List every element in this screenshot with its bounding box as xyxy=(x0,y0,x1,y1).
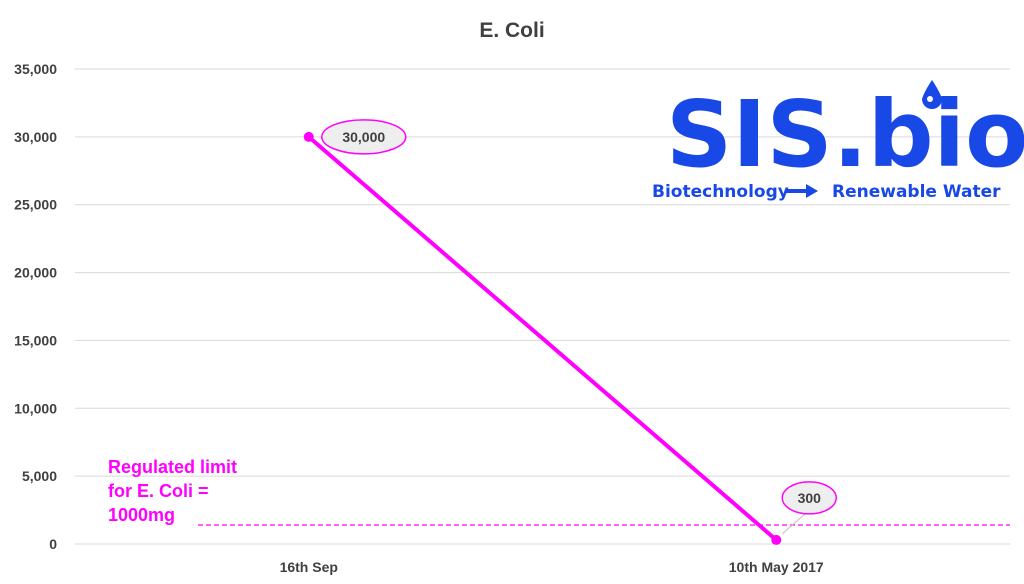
data-point xyxy=(771,534,782,545)
y-tick-label: 20,000 xyxy=(14,265,57,281)
y-tick-label: 35,000 xyxy=(14,61,57,77)
data-label-leader xyxy=(781,511,808,535)
y-tick-label: 10,000 xyxy=(14,400,57,416)
logo-tagline-left: Biotechnology xyxy=(652,182,789,202)
logo-tagline-right: Renewable Water xyxy=(832,182,1001,202)
water-drop-icon xyxy=(922,80,942,109)
data-label: 300 xyxy=(798,490,822,506)
y-tick-label: 15,000 xyxy=(14,332,57,348)
sisbio-logo: SIS.bio Biotechnology Renewable Water xyxy=(652,80,1024,202)
x-tick-label: 16th Sep xyxy=(280,559,338,575)
y-axis-ticks: 0 5,000 10,000 15,000 20,000 25,000 30,000 35,0… xyxy=(14,61,57,552)
y-tick-label: 25,000 xyxy=(14,197,57,213)
threshold-annotation-line: for E. Coli = xyxy=(108,481,209,501)
y-tick-label: 0 xyxy=(49,536,57,552)
chart-title: E. Coli xyxy=(479,19,544,42)
logo-wordmark: SIS.bio xyxy=(666,81,1024,188)
data-point xyxy=(303,131,314,142)
threshold-annotation-line: 1000mg xyxy=(108,505,175,525)
data-label-bubble xyxy=(781,481,837,515)
data-label-bubble xyxy=(321,119,407,155)
threshold-annotation-line: Regulated limit xyxy=(108,457,237,477)
gridlines xyxy=(75,68,1010,545)
y-tick-label: 30,000 xyxy=(14,129,57,145)
series-line xyxy=(306,134,779,542)
water-drop-highlight xyxy=(927,96,933,102)
data-labels: 30,000 300 xyxy=(321,119,837,535)
y-tick-label: 5,000 xyxy=(22,468,57,484)
data-label: 30,000 xyxy=(342,129,385,145)
x-tick-label: 10th May 2017 xyxy=(729,559,824,575)
series-group xyxy=(303,131,782,545)
x-axis-ticks: 16th Sep 10th May 2017 xyxy=(280,559,824,575)
arrow-right-icon xyxy=(786,184,818,198)
annotation-group: Regulated limit for E. Coli = 1000mg xyxy=(108,457,237,525)
